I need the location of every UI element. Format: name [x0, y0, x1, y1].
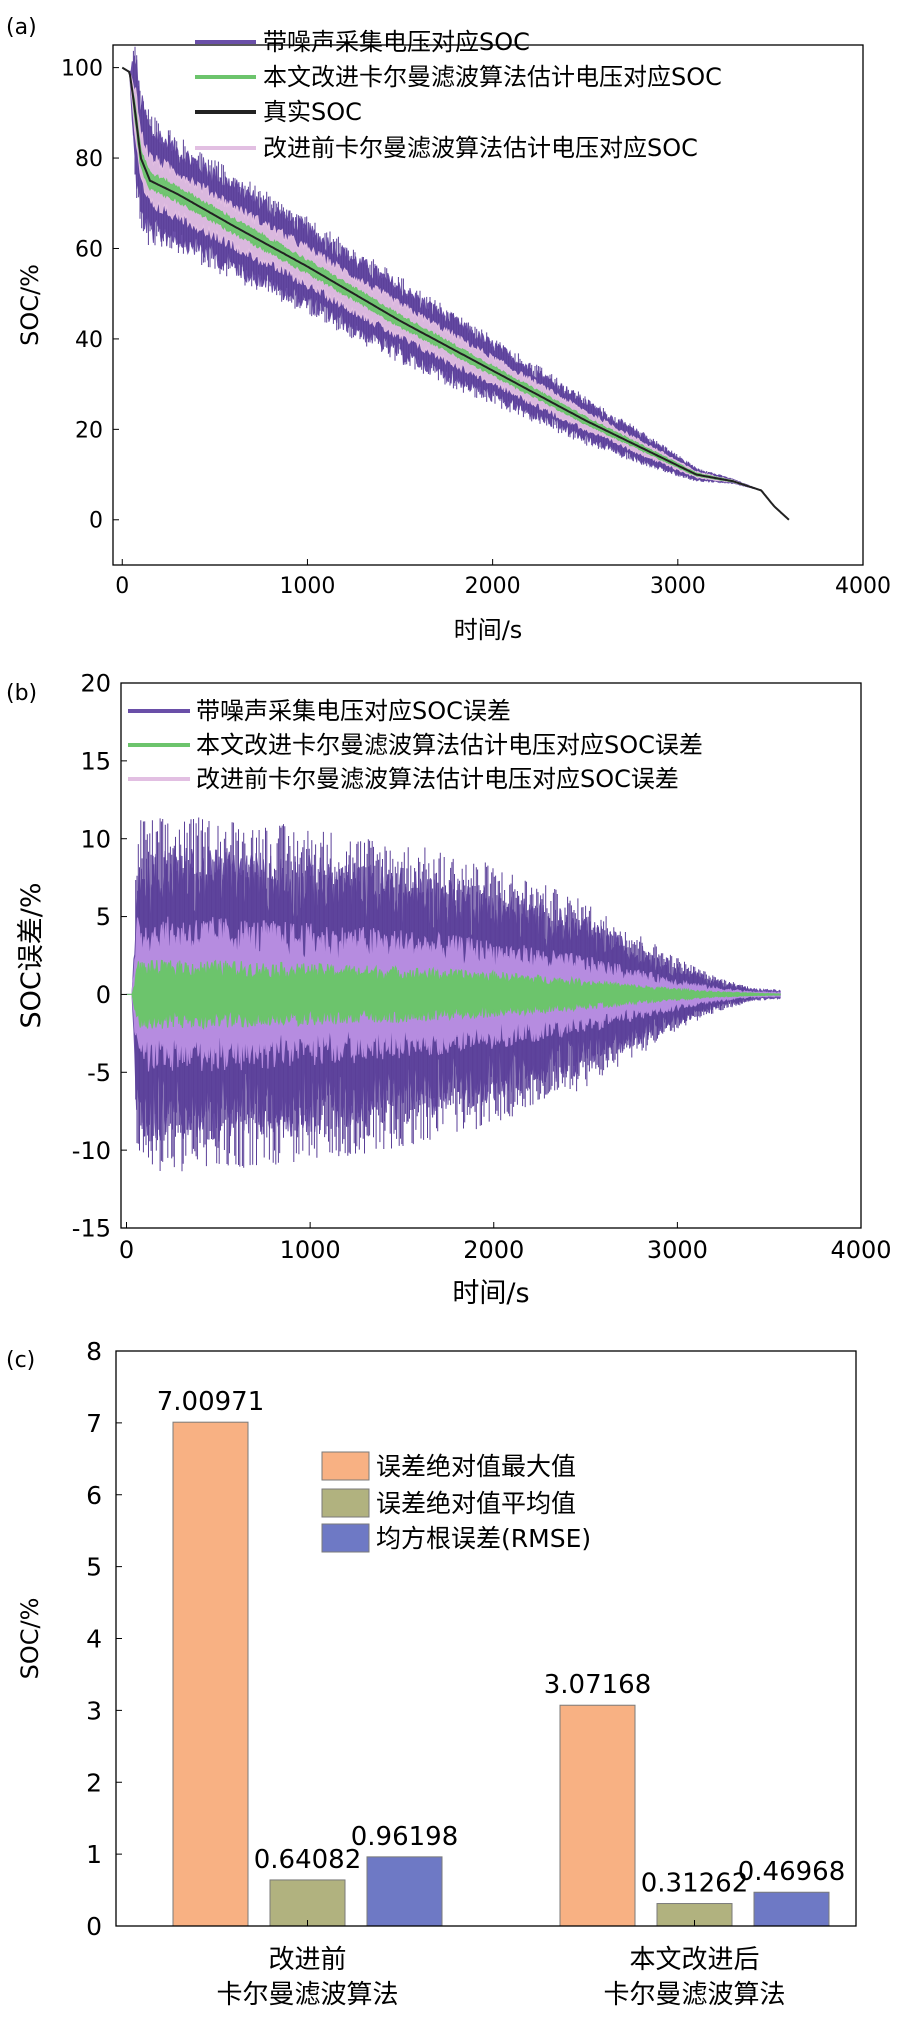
plot-frame: [112, 44, 864, 566]
bar-1-0: [269, 1879, 346, 1927]
category-label: 改进前: [268, 1945, 346, 1975]
x-tick-label: 1000: [280, 1236, 341, 1264]
plot-frame: [120, 682, 862, 1229]
y-tick-label: 80: [75, 147, 103, 172]
x-tick-label: 2000: [463, 1236, 524, 1264]
legend-label: 本文改进卡尔曼滤波算法估计电压对应SOC: [263, 63, 722, 91]
x-tick-label: 3000: [647, 1236, 708, 1264]
y-tick-label: -10: [72, 1137, 111, 1165]
y-tick-label: 0: [96, 981, 111, 1009]
legend-label: 带噪声采集电压对应SOC: [263, 28, 530, 56]
panel-label: (c): [6, 1348, 35, 1373]
legend: 带噪声采集电压对应SOC误差本文改进卡尔曼滤波算法估计电压对应SOC误差改进前卡…: [128, 697, 703, 793]
legend-label: 误差绝对值平均值: [376, 1489, 576, 1518]
legend-label: 改进前卡尔曼滤波算法估计电压对应SOC: [263, 134, 698, 162]
y-tick-label: 2: [86, 1768, 102, 1797]
x-tick-label: 0: [115, 574, 129, 599]
error-band-2: [126, 959, 781, 1030]
bar-value-label: 0.64082: [254, 1845, 362, 1875]
y-tick-label: 4: [86, 1625, 102, 1654]
bar-value-label: 7.00971: [157, 1387, 265, 1417]
y-tick-label: 7: [86, 1409, 102, 1438]
y-axis-label: SOC/%: [16, 264, 44, 346]
bar-0-1: [559, 1704, 636, 1927]
y-tick-label: 100: [61, 57, 103, 82]
y-tick-label: 15: [80, 747, 111, 775]
y-tick-label: 8: [86, 1337, 102, 1366]
y-axis-label: SOC/%: [16, 1598, 44, 1680]
y-tick-label: 60: [75, 237, 103, 262]
x-tick-label: 4000: [835, 574, 891, 599]
x-tick-label: 3000: [650, 574, 706, 599]
noise-spikes: [132, 46, 761, 491]
bar-2-1: [753, 1891, 830, 1927]
y-tick-label: 0: [89, 509, 103, 534]
bar-value-label: 0.31262: [641, 1869, 749, 1899]
category-label: 卡尔曼滤波算法: [603, 1980, 785, 2010]
bar-value-label: 0.96198: [351, 1822, 459, 1852]
bar-value-label: 0.46968: [738, 1857, 846, 1887]
y-tick-label: 6: [86, 1481, 102, 1510]
x-tick-label: 4000: [830, 1236, 891, 1264]
x-tick-label: 2000: [465, 574, 521, 599]
plot-area-a: (a) 0 1000 2000 3000 4000 0 20 40 60 80 100 时间/s SOC/…: [6, 15, 891, 644]
panel-label: (a): [6, 15, 37, 40]
series-bands: [126, 817, 781, 1172]
legend-label: 均方根误差(RMSE): [376, 1524, 591, 1553]
series-band-0: [122, 55, 790, 521]
panel-label: (b): [6, 681, 37, 706]
series-bands: [122, 46, 790, 521]
category-label: 卡尔曼滤波算法: [216, 1980, 398, 2010]
y-tick-label: 0: [86, 1912, 102, 1941]
plot-area-b: (b) 0 1000 2000 3000 4000 -15 -10 -5 0 5 10 15 20 时间/s…: [6, 670, 892, 1309]
y-tick-label: 20: [80, 670, 111, 698]
x-axis-label: 时间/s: [454, 616, 523, 644]
legend-label: 带噪声采集电压对应SOC误差: [196, 697, 511, 725]
category-label: 本文改进后: [629, 1945, 759, 1975]
bar-2-0: [366, 1856, 443, 1927]
y-tick-label: 3: [86, 1696, 102, 1725]
x-tick-label: 1000: [279, 574, 335, 599]
y-tick-label: -5: [87, 1059, 111, 1087]
y-tick-label: 20: [75, 418, 103, 443]
x-axis-label: 时间/s: [452, 1278, 529, 1309]
legend-label: 本文改进卡尔曼滤波算法估计电压对应SOC误差: [196, 731, 703, 759]
legend-label: 误差绝对值最大值: [376, 1452, 576, 1481]
legend: 带噪声采集电压对应SOC 本文改进卡尔曼滤波算法估计电压对应SOC 真实SOC 改进前…: [195, 28, 722, 162]
true-soc-line: [121, 66, 790, 521]
legend-swatch: [321, 1488, 370, 1518]
legend-swatch: [321, 1451, 370, 1481]
y-axis-label: SOC误差/%: [16, 883, 47, 1029]
legend-swatch: [321, 1523, 370, 1553]
x-tick-label: 0: [119, 1236, 134, 1264]
y-tick-label: -15: [72, 1215, 111, 1243]
legend-label: 真实SOC: [263, 98, 362, 126]
y-tick-label: 10: [80, 825, 111, 853]
bar-0-0: [172, 1421, 249, 1927]
y-tick-label: 5: [86, 1553, 102, 1582]
y-tick-label: 40: [75, 328, 103, 353]
bar-value-label: 3.07168: [544, 1670, 652, 1700]
y-tick-label: 5: [96, 903, 111, 931]
y-tick-label: 1: [86, 1840, 102, 1869]
legend-label: 改进前卡尔曼滤波算法估计电压对应SOC误差: [196, 765, 679, 793]
